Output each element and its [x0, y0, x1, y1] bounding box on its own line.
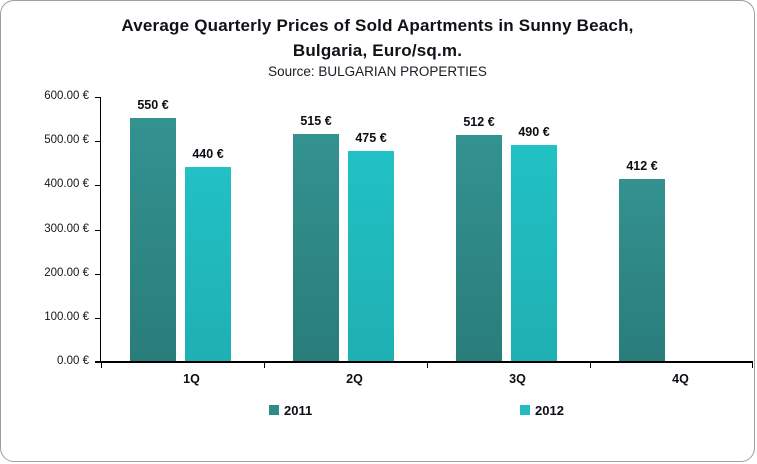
bar-2012 — [185, 166, 231, 361]
legend-label: 2011 — [284, 402, 313, 418]
bar-2012 — [511, 144, 557, 361]
x-axis-label: 4Q — [672, 372, 689, 386]
bar-value-label: 512 € — [463, 114, 495, 129]
bar-value-label: 440 € — [192, 146, 224, 161]
y-tick-label: 500.00 € — [44, 134, 89, 147]
y-tick-mark — [95, 97, 100, 98]
bar-value-label: 550 € — [137, 98, 169, 113]
legend-swatch-2011 — [269, 405, 279, 415]
legend-item: 2012 — [520, 402, 564, 418]
x-axis-label: 1Q — [183, 372, 200, 386]
chart-title-line2: Bulgaria, Euro/sq.m. — [292, 41, 463, 60]
x-tick-mark — [752, 362, 753, 368]
y-axis-line — [100, 97, 101, 363]
bar-value-label: 475 € — [355, 131, 387, 146]
chart-title: Average Quarterly Prices of Sold Apartme… — [1, 13, 754, 63]
y-tick-label: 0.00 € — [57, 355, 89, 367]
legend-label: 2012 — [535, 402, 564, 418]
y-tick-mark — [95, 141, 100, 143]
x-tick-mark — [101, 362, 102, 368]
y-tick-label: 300.00 € — [44, 222, 89, 235]
x-tick-mark — [590, 362, 591, 368]
x-tick-mark — [427, 362, 428, 368]
x-axis-line — [95, 361, 753, 363]
y-tick-mark — [95, 185, 100, 187]
x-axis-label: 2Q — [346, 372, 363, 386]
y-tick-label: 100.00 € — [44, 310, 89, 323]
y-tick-label: 200.00 € — [44, 266, 89, 279]
legend-swatch-2012 — [520, 405, 530, 415]
bar-2011 — [619, 179, 665, 361]
bar-2012 — [348, 151, 394, 361]
bar-value-label: 490 € — [518, 124, 550, 139]
bar-2011 — [456, 134, 502, 361]
y-tick-label: 400.00 € — [44, 178, 89, 191]
y-tick-mark — [95, 317, 100, 319]
y-tick-mark — [95, 229, 100, 231]
bar-value-label: 412 € — [626, 159, 658, 174]
bar-2011 — [293, 133, 339, 361]
bar-2011 — [130, 118, 176, 361]
legend-item: 2011 — [269, 402, 313, 418]
plot-area: 550 € 440 € 515 € 475 € 512 € 490 € 412 € — [95, 97, 753, 368]
bar-value-label: 515 € — [300, 113, 332, 128]
y-tick-label: 600.00 € — [44, 90, 89, 102]
y-tick-mark — [95, 273, 100, 275]
x-axis-label: 3Q — [509, 372, 526, 386]
chart-title-line1: Average Quarterly Prices of Sold Apartme… — [121, 16, 634, 35]
x-tick-mark — [264, 362, 265, 368]
chart-subtitle: Source: BULGARIAN PROPERTIES — [268, 64, 487, 79]
